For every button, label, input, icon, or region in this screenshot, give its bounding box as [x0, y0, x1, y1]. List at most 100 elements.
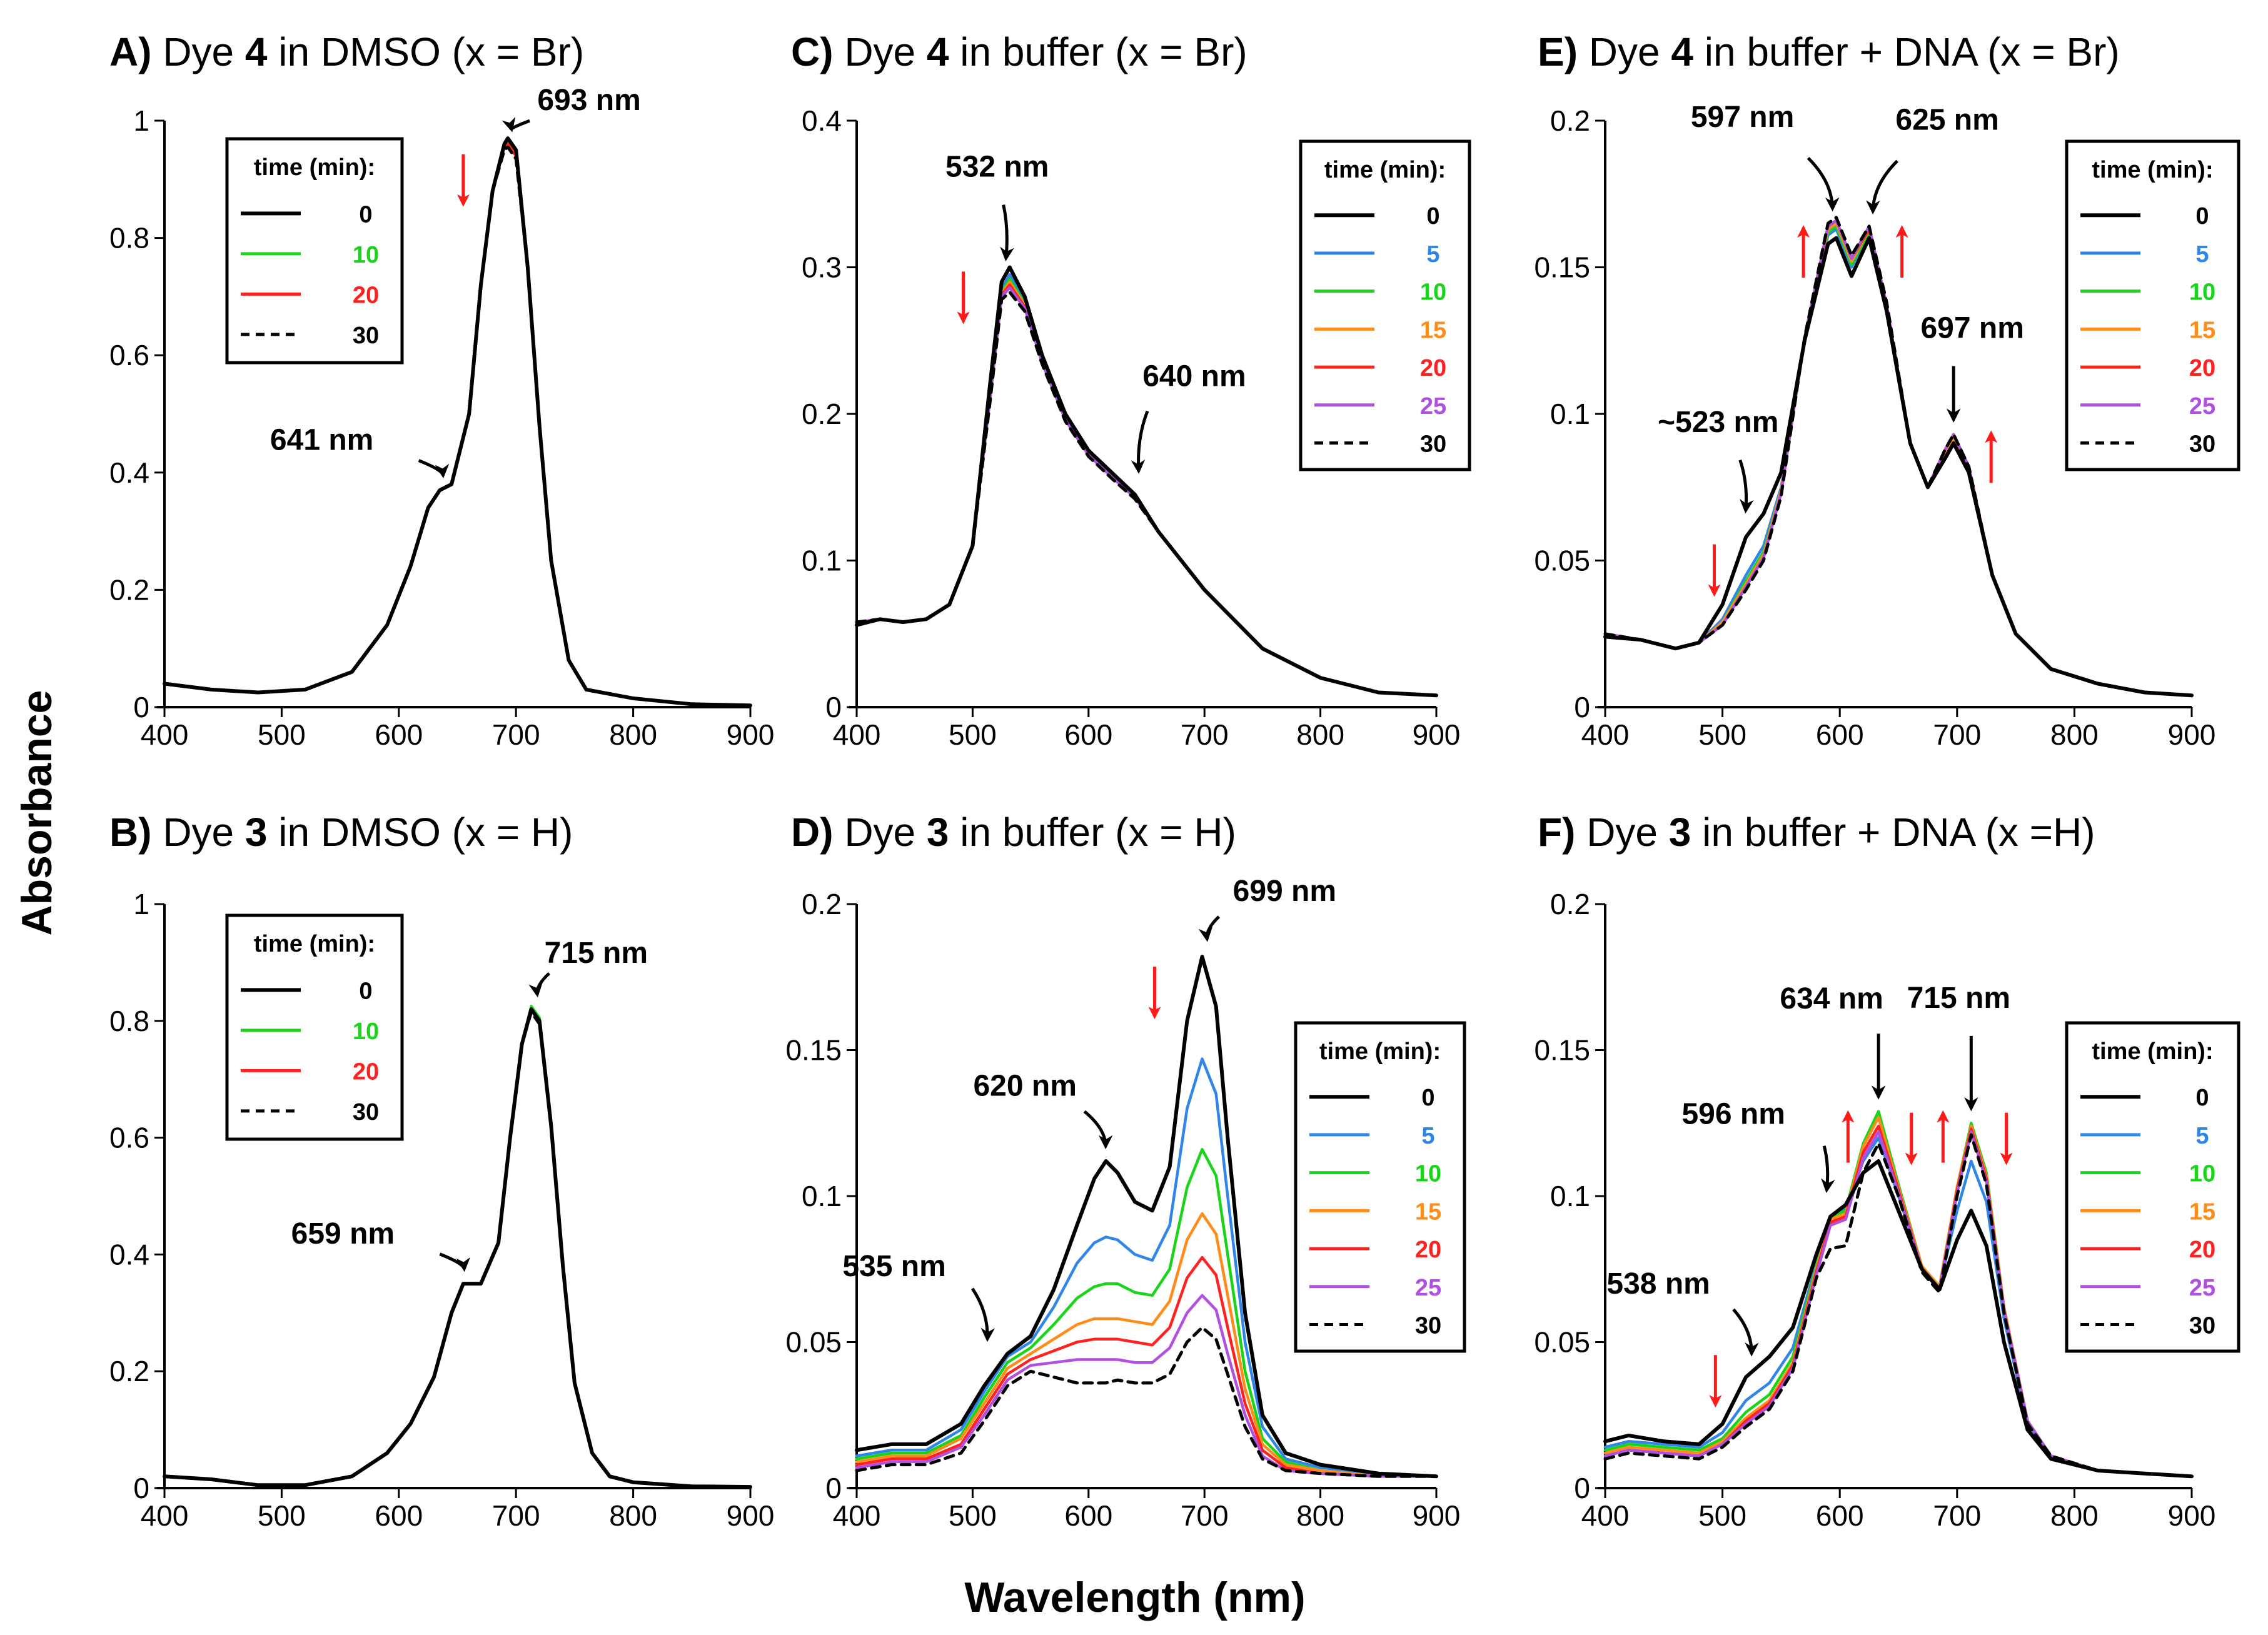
legend-box	[1294, 1021, 1466, 1353]
y-tick-label: 0.1	[1550, 398, 1590, 430]
annotation-arrow	[1083, 1110, 1113, 1150]
panel-title-text: Dye	[844, 29, 927, 74]
panel-title-label: D)	[791, 810, 844, 855]
legend: time (min): 0 5 10 15 20 25 30	[2065, 1021, 2240, 1353]
series-line-10min	[855, 1148, 1438, 1478]
panel-title-label: E)	[1538, 29, 1589, 74]
legend-label: 20	[2189, 355, 2215, 381]
panel-title-label: C)	[791, 29, 844, 74]
panel-title-label: B)	[109, 810, 163, 855]
x-tick-label: 500	[1698, 718, 1746, 751]
legend: time (min): 0 5 10 15 20 25 30	[2065, 139, 2240, 471]
panel-title-dye-number: 3	[245, 810, 268, 855]
legend-label: 10	[353, 242, 379, 268]
legend-label: 25	[2189, 393, 2215, 420]
y-tick-label: 0.05	[1534, 1326, 1590, 1359]
y-tick-label: 0.6	[109, 339, 149, 371]
x-tick-label: 700	[1181, 718, 1229, 751]
panel-title-text: in buffer + DNA (x = Br)	[1693, 29, 2120, 74]
legend-label: 5	[2195, 241, 2209, 268]
legend-box	[1299, 139, 1471, 471]
legend-label: 0	[359, 978, 372, 1004]
series-line-0min	[1603, 236, 2194, 698]
x-tick-label: 900	[1413, 718, 1461, 751]
y-tick-label: 0.2	[109, 1355, 149, 1387]
legend-label: 0	[1426, 203, 1439, 229]
legend-label: 15	[1420, 317, 1446, 343]
legend-title: time (min):	[254, 931, 375, 957]
y-tick-label: 0.4	[109, 1238, 149, 1270]
legend-label: 10	[2189, 1161, 2215, 1187]
legend-label: 15	[1415, 1199, 1441, 1225]
annotation-arrow	[1000, 204, 1014, 261]
legend-label: 30	[2189, 431, 2215, 458]
legend-label: 0	[2195, 1085, 2209, 1111]
x-tick-label: 900	[2168, 1499, 2216, 1532]
x-tick-label: 700	[492, 718, 540, 751]
panel-title-text: Dye	[163, 810, 245, 855]
legend-label: 10	[2189, 279, 2215, 306]
panel-title-dye-number: 3	[927, 810, 949, 855]
panel-C: C) Dye 4 in buffer (x = Br)400 500 600 700 8…	[791, 29, 1471, 751]
annotation-label: 715 nm	[545, 937, 648, 970]
annotation-arrow	[501, 116, 530, 133]
x-tick-label: 600	[375, 1499, 423, 1532]
x-tick-label: 800	[1296, 718, 1344, 751]
x-tick-label: 600	[1064, 718, 1112, 751]
annotation-arrow	[1198, 915, 1221, 942]
legend-label: 25	[1420, 393, 1446, 420]
panel-title-dye-number: 4	[245, 29, 268, 74]
legend-label: 30	[353, 323, 379, 349]
annotation-arrow	[439, 1252, 471, 1272]
x-tick-label: 400	[141, 718, 189, 751]
y-tick-label: 0.8	[109, 1005, 149, 1037]
x-tick-label: 400	[141, 1499, 189, 1532]
legend-title: time (min):	[2092, 157, 2213, 183]
y-tick-label: 0.15	[1534, 251, 1590, 284]
annotation-label: 715 nm	[1907, 982, 2010, 1015]
legend-label: 20	[1415, 1237, 1441, 1263]
legend-label: 15	[2189, 317, 2215, 343]
legend-title: time (min):	[1319, 1039, 1441, 1065]
panel-title-text: in buffer + DNA (x =H)	[1691, 810, 2095, 855]
x-tick-label: 600	[1816, 1499, 1864, 1532]
annotation-label: 693 nm	[537, 84, 640, 117]
legend-label: 15	[2189, 1199, 2215, 1225]
x-tick-label: 600	[1064, 1499, 1112, 1532]
legend-box	[225, 137, 404, 365]
legend: time (min): 0 10 20 30	[225, 913, 404, 1141]
y-tick-label: 0.4	[802, 104, 842, 137]
annotation-label: 699 nm	[1233, 875, 1336, 908]
legend: time (min): 0 10 20 30	[225, 137, 404, 365]
panel-title-text: in DMSO (x = Br)	[268, 29, 585, 74]
panel-title-dye-number: 3	[1669, 810, 1691, 855]
legend-label: 25	[1415, 1275, 1441, 1301]
x-tick-label: 800	[2050, 718, 2099, 751]
x-tick-label: 400	[1581, 718, 1630, 751]
x-tick-label: 800	[2050, 1499, 2099, 1532]
panel-title-C: C) Dye 4 in buffer (x = Br)	[791, 29, 1247, 74]
panel-title-text: in DMSO (x = H)	[268, 810, 573, 855]
y-tick-label: 0	[133, 1472, 149, 1504]
panel-F: F) Dye 3 in buffer + DNA (x =H)400 500 600…	[1534, 810, 2240, 1532]
x-tick-label: 500	[1698, 1499, 1746, 1532]
y-tick-label: 0.1	[1550, 1180, 1590, 1212]
annotation-arrow	[970, 1287, 995, 1342]
x-tick-label: 800	[1296, 1499, 1344, 1532]
legend-box	[2065, 1021, 2240, 1353]
y-tick-label: 0.2	[109, 573, 149, 606]
legend-title: time (min):	[254, 154, 375, 181]
annotation-label: 620 nm	[973, 1070, 1076, 1103]
legend-label: 10	[1420, 279, 1446, 306]
x-tick-label: 600	[375, 718, 423, 751]
panel-title-B: B) Dye 3 in DMSO (x = H)	[109, 810, 573, 855]
annotation-label: 535 nm	[842, 1250, 945, 1283]
y-tick-label: 0.2	[802, 888, 842, 920]
x-tick-label: 500	[258, 1499, 306, 1532]
series-line-30min	[855, 290, 1438, 697]
legend-label: 10	[1415, 1161, 1441, 1187]
annotation-arrow	[1131, 410, 1149, 475]
series-line-5min	[855, 1057, 1438, 1478]
y-tick-label: 0.8	[109, 222, 149, 254]
y-tick-label: 0.3	[802, 251, 842, 284]
